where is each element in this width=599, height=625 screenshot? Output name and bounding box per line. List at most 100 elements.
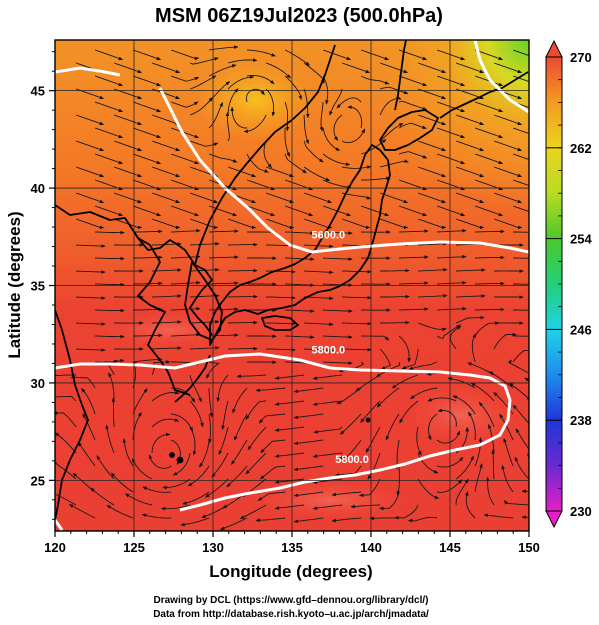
streamline-84 — [322, 127, 341, 151]
streamline-426 — [474, 437, 483, 467]
streamline-163 — [360, 205, 390, 217]
streamline-433 — [204, 478, 229, 498]
x-tick-label-1: 125 — [123, 540, 145, 555]
streamline-387 — [437, 408, 457, 428]
streamline-28 — [170, 75, 200, 82]
streamline-353 — [151, 390, 180, 402]
streamline-14 — [113, 62, 143, 74]
streamline-318 — [323, 361, 353, 365]
streamline-156 — [94, 205, 124, 217]
streamline-386 — [416, 426, 422, 456]
streamline-54 — [170, 101, 199, 108]
streamline-263 — [209, 307, 239, 311]
streamline-310 — [493, 332, 517, 350]
streamline-243 — [437, 281, 467, 285]
streamline-93 — [151, 140, 181, 152]
streamline-18 — [265, 62, 292, 79]
streamline-470 — [141, 513, 172, 519]
streamline-287 — [133, 333, 163, 338]
streamline-465 — [455, 478, 469, 505]
streamline-75 — [455, 114, 485, 126]
streamline-401 — [499, 413, 514, 441]
streamline-89 — [512, 127, 529, 135]
streamline-297 — [513, 335, 529, 337]
streamline-70 — [243, 114, 267, 134]
streamline-472 — [219, 517, 248, 530]
streamline-382 — [247, 426, 267, 451]
streamline-293 — [361, 335, 390, 341]
y-axis-title: Latitude (degrees) — [5, 211, 24, 358]
streamline-236 — [171, 281, 201, 285]
streamline-1 — [132, 49, 162, 61]
streamline-231 — [456, 268, 486, 272]
streamline-35 — [436, 75, 466, 87]
streamline-344 — [293, 387, 324, 394]
streamline-334 — [391, 374, 419, 389]
streamline-44 — [265, 88, 276, 117]
streamline-438 — [417, 478, 440, 499]
streamline-208 — [95, 256, 125, 261]
streamline-304 — [266, 347, 296, 352]
streamline-404 — [105, 424, 115, 454]
contour-5600 — [158, 87, 529, 254]
streamline-269 — [437, 307, 467, 311]
streamline-17 — [227, 58, 258, 64]
streamline-59 — [336, 97, 362, 109]
streamline-309 — [449, 325, 462, 350]
streamline-425 — [436, 456, 464, 468]
streamline-381 — [218, 426, 229, 456]
streamline-96 — [263, 140, 272, 169]
streamline-167 — [512, 205, 529, 213]
streamline-393 — [199, 439, 210, 468]
streamline-9 — [436, 49, 466, 61]
streamline-418 — [148, 454, 172, 469]
contour-north-b — [473, 40, 529, 114]
streamline-211 — [209, 255, 239, 259]
streamline-357 — [274, 400, 305, 406]
sakhalin-coast — [394, 40, 407, 111]
streamline-137 — [361, 176, 391, 181]
light-patch-1 — [405, 385, 515, 445]
mainland-coast — [55, 44, 336, 396]
streamline-471 — [180, 517, 210, 527]
streamline-351 — [55, 396, 77, 402]
streamline-456 — [89, 487, 115, 506]
streamline-477 — [407, 516, 438, 523]
streamline-115 — [512, 153, 529, 161]
hokkaido-coast — [379, 109, 439, 151]
streamline-299 — [76, 348, 106, 352]
streamline-409 — [274, 452, 305, 458]
streamline-85 — [347, 105, 363, 129]
streamline-370 — [293, 413, 324, 420]
streamline-308 — [401, 348, 419, 370]
streamline-174 — [265, 218, 295, 230]
streamline-171 — [151, 218, 181, 230]
streamline-431 — [131, 458, 153, 480]
streamline-145 — [151, 192, 181, 204]
streamline-234 — [95, 282, 125, 287]
streamline-3 — [209, 45, 239, 51]
streamline-143 — [75, 192, 105, 204]
streamline-161 — [284, 205, 314, 217]
streamline-60 — [398, 100, 428, 111]
streamline-91 — [75, 140, 105, 152]
y-tick-label-2: 35 — [31, 279, 45, 294]
streamline-67 — [151, 114, 181, 126]
streamline-362 — [470, 382, 495, 402]
streamline-95 — [225, 111, 230, 142]
streamline-360 — [399, 400, 419, 424]
light-patch-2 — [100, 312, 240, 348]
streamline-244 — [475, 281, 505, 286]
streamline-343 — [255, 387, 286, 393]
streamline-475 — [331, 517, 362, 523]
streamline-109 — [284, 153, 307, 174]
y-tick-label-3: 40 — [31, 181, 45, 196]
streamline-268 — [399, 307, 429, 311]
streamline-396 — [293, 439, 324, 446]
streamline-183 — [133, 229, 163, 234]
streamline-256 — [418, 294, 448, 298]
contour-labels: 5600.0 5800.0 5800.0 — [312, 230, 369, 466]
streamline-479 — [483, 513, 514, 519]
streamline-273 — [76, 322, 106, 326]
contour-label-2: 5800.0 — [335, 454, 369, 466]
